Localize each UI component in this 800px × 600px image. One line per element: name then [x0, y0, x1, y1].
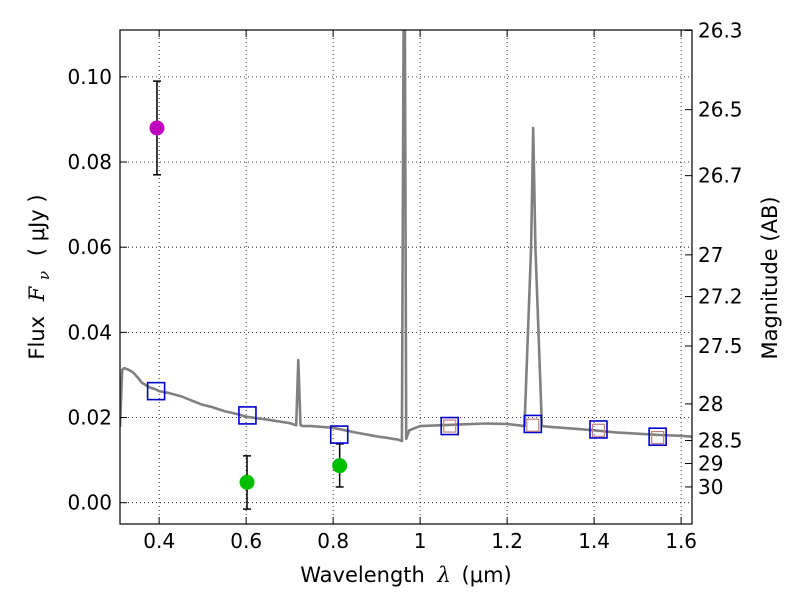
observed-nondetection-point — [332, 458, 348, 474]
y2-tick-label: 29 — [698, 452, 723, 476]
y2-tick-label: 28.5 — [698, 429, 743, 453]
x-tick-label: 1.4 — [578, 529, 610, 553]
y2-tick-label: 30 — [698, 475, 723, 499]
y-tick-label: 0.10 — [67, 65, 112, 89]
y2-tick-label: 27 — [698, 243, 723, 267]
y-tick-label: 0.02 — [67, 406, 112, 430]
model-photometry-box — [238, 406, 257, 425]
y2-tick-label: 27.5 — [698, 334, 743, 358]
model-photometry-box — [648, 427, 667, 446]
model-photometry-box — [523, 414, 543, 434]
x-tick-label: 1.2 — [491, 529, 523, 553]
x-tick-label: 0.8 — [317, 529, 349, 553]
model-photometry-box — [440, 416, 460, 436]
x-tick-label: 0.4 — [143, 529, 175, 553]
observed-photometry-box — [591, 423, 606, 437]
observed-nondetection-point — [239, 474, 255, 490]
grid — [120, 30, 692, 524]
plot-area — [120, 30, 692, 510]
observed-photometry-box — [651, 430, 665, 445]
y-axis-label: Flux F ν ( μJy ) — [25, 194, 54, 359]
model-photometry-box — [589, 420, 608, 439]
x-tick-label: 0.6 — [230, 529, 262, 553]
y2-axis-label: Magnitude (AB) — [758, 196, 782, 359]
x-axis-label: Wavelength λ (μm) — [300, 563, 511, 587]
y-tick-label: 0.06 — [67, 235, 112, 259]
y2-tick-label: 28 — [698, 392, 723, 416]
observed-photometry-box — [443, 419, 457, 433]
observed-detection-point — [149, 120, 165, 136]
y2-tick-label: 26.3 — [698, 18, 743, 42]
y-tick-label: 0.04 — [67, 320, 112, 344]
model-spectrum-line — [120, 30, 692, 443]
y2-tick-label: 26.7 — [698, 164, 743, 188]
model-photometry-box — [329, 425, 349, 444]
x-tick-label: 1.6 — [665, 529, 697, 553]
y-tick-label: 0.00 — [67, 491, 112, 515]
y2-tick-label: 27.2 — [698, 285, 743, 309]
x-tick-label: 1 — [414, 529, 427, 553]
y-tick-label: 0.08 — [67, 150, 112, 174]
observed-photometry-box — [526, 418, 540, 432]
model-photometry-box — [146, 381, 166, 401]
y2-tick-label: 26.5 — [698, 98, 743, 122]
axis-ticks: 0.4 0.6 0.8 1 1.2 1.4 1.6 0.00 0.02 0.04 0.06 0.08 0… — [67, 18, 742, 553]
plot-frame — [119, 29, 693, 525]
